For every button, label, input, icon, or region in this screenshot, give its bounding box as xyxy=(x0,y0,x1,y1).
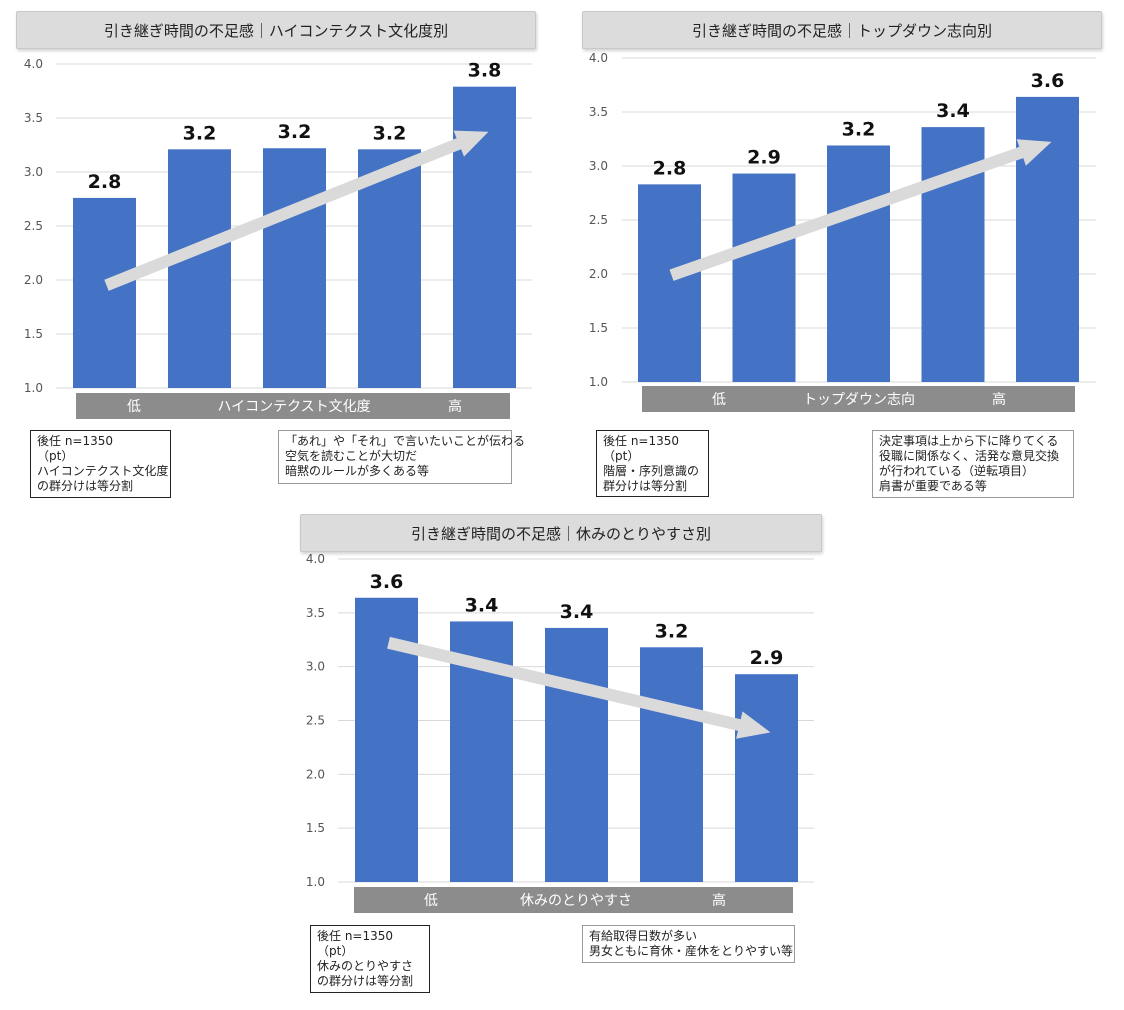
bar-value-label: 3.2 xyxy=(183,122,217,144)
y-tick-label: 4.0 xyxy=(24,57,43,71)
bar xyxy=(355,597,418,882)
bar-value-label: 3.4 xyxy=(936,100,970,122)
axis-label-mid: トップダウン志向 xyxy=(803,392,915,408)
y-tick-label: 2.0 xyxy=(589,267,608,281)
axis-label-high: 高 xyxy=(992,392,1006,408)
bar xyxy=(545,627,608,882)
sample-note: 後任 n=1350 （pt） 休みのとりやすさ の群分けは等分割 xyxy=(310,925,430,993)
bar xyxy=(735,674,798,882)
x-axis-category-bar: 低 休みのとりやすさ 高 xyxy=(354,887,793,913)
y-tick-label: 1.0 xyxy=(306,875,325,889)
bar xyxy=(73,197,136,388)
note-line: 空気を読むことが大切だ xyxy=(285,449,418,463)
bar-value-label: 3.6 xyxy=(1031,70,1065,92)
y-tick-label: 2.5 xyxy=(306,714,325,728)
chart-title: 引き継ぎ時間の不足感｜トップダウン志向別 xyxy=(582,11,1102,49)
bar-value-label: 2.8 xyxy=(653,157,687,179)
bar-value-label: 3.2 xyxy=(842,118,876,140)
note-line: 休みのとりやすさ xyxy=(317,959,414,973)
note-line: 役職に関係なく、活発な意見交換 xyxy=(879,449,1060,463)
axis-label-mid: ハイコンテクスト文化度 xyxy=(217,399,371,415)
bar-value-label: 3.4 xyxy=(560,601,594,623)
y-tick-label: 4.0 xyxy=(306,552,325,566)
bar xyxy=(640,647,703,882)
definition-note: 「あれ」や「それ」で言いたいことが伝わる 空気を読むことが大切だ 暗黙のルールが… xyxy=(278,430,526,484)
definition-note: 決定事項は上から下に降りてくる 役職に関係なく、活発な意見交換 が行われている（… xyxy=(872,430,1074,498)
y-tick-label: 3.0 xyxy=(24,165,43,179)
axis-label-low: 低 xyxy=(127,399,141,415)
bar-value-label: 3.4 xyxy=(465,594,499,616)
note-line: （pt） xyxy=(603,449,640,463)
bar xyxy=(638,184,701,382)
note-line: 暗黙のルールが多くある等 xyxy=(285,464,430,478)
bar-value-label: 3.6 xyxy=(370,571,404,593)
trend-arrow xyxy=(387,636,771,739)
note-line: 階層・序列意識の xyxy=(603,464,700,478)
note-line: 後任 n=1350 xyxy=(317,929,394,943)
y-tick-label: 3.5 xyxy=(589,105,608,119)
y-tick-label: 1.5 xyxy=(24,327,43,341)
chart-title: 引き継ぎ時間の不足感｜ハイコンテクスト文化度別 xyxy=(16,11,536,49)
y-tick-label: 2.0 xyxy=(306,767,325,781)
note-line: 決定事項は上から下に降りてくる xyxy=(879,434,1059,448)
bar-value-label: 3.2 xyxy=(655,620,689,642)
note-line: の群分けは等分割 xyxy=(317,974,414,988)
bar xyxy=(358,149,421,388)
y-tick-label: 3.0 xyxy=(589,159,608,173)
note-line: 後任 n=1350 xyxy=(603,434,680,448)
note-line: 後任 n=1350 xyxy=(37,434,114,448)
y-tick-label: 2.5 xyxy=(24,219,43,233)
note-line: ハイコンテクスト文化度 xyxy=(37,464,169,478)
note-line: 肩書が重要である等 xyxy=(879,479,987,493)
note-line: 有給取得日数が多い xyxy=(589,929,698,943)
y-tick-label: 1.5 xyxy=(589,321,608,335)
definition-note: 有給取得日数が多い 男女ともに育休・産休をとりやすい等 xyxy=(582,925,795,963)
axis-label-high: 高 xyxy=(712,893,726,909)
bar-value-label: 3.2 xyxy=(278,121,312,143)
y-tick-label: 1.0 xyxy=(24,381,43,395)
chart-title: 引き継ぎ時間の不足感｜休みのとりやすさ別 xyxy=(300,514,822,552)
bar xyxy=(732,173,796,382)
axis-label-mid: 休みのとりやすさ xyxy=(520,893,632,909)
sample-note: 後任 n=1350 （pt） 階層・序列意識の 群分けは等分割 xyxy=(596,430,709,497)
bar-value-label: 2.9 xyxy=(747,147,781,169)
bar-value-label: 3.8 xyxy=(468,60,502,82)
note-line: 「あれ」や「それ」で言いたいことが伝わる xyxy=(285,434,526,448)
y-tick-label: 1.0 xyxy=(589,375,608,389)
axis-label-high: 高 xyxy=(448,399,462,415)
note-line: 群分けは等分割 xyxy=(603,479,688,493)
y-tick-label: 3.5 xyxy=(24,111,43,125)
sample-note: 後任 n=1350 （pt） ハイコンテクスト文化度 の群分けは等分割 xyxy=(30,430,171,498)
y-tick-label: 2.0 xyxy=(24,273,43,287)
y-tick-label: 1.5 xyxy=(306,821,325,835)
note-line: 男女ともに育休・産休をとりやすい等 xyxy=(589,944,794,958)
y-tick-label: 2.5 xyxy=(589,213,608,227)
y-tick-label: 3.5 xyxy=(306,606,325,620)
trend-arrow xyxy=(104,130,489,291)
bar-value-label: 3.2 xyxy=(373,122,407,144)
note-line: が行われている（逆転項目） xyxy=(879,464,1035,478)
note-line: （pt） xyxy=(37,449,74,463)
y-tick-label: 4.0 xyxy=(589,51,608,65)
trend-arrow xyxy=(669,139,1052,281)
bar xyxy=(168,149,231,388)
bar xyxy=(263,148,326,388)
bar-value-label: 2.8 xyxy=(88,171,122,193)
note-line: の群分けは等分割 xyxy=(37,479,134,493)
bar xyxy=(827,145,890,382)
x-axis-category-bar: 低 ハイコンテクスト文化度 高 xyxy=(76,393,510,419)
axis-label-low: 低 xyxy=(712,392,726,408)
x-axis-category-bar: 低 トップダウン志向 高 xyxy=(642,386,1075,412)
axis-label-low: 低 xyxy=(424,893,438,909)
y-tick-label: 3.0 xyxy=(306,660,325,674)
note-line: （pt） xyxy=(317,944,354,958)
bar-value-label: 2.9 xyxy=(750,647,784,669)
